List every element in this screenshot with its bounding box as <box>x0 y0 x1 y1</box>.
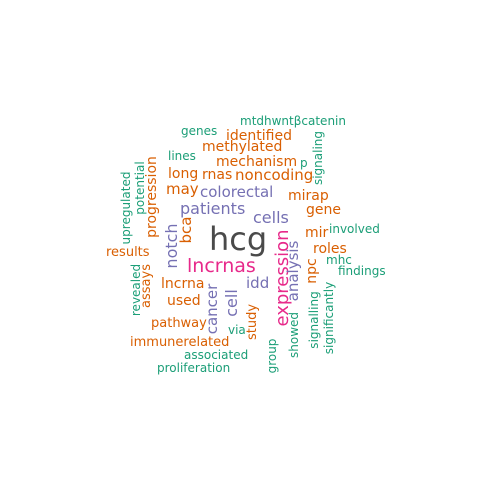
word-19: bca <box>177 217 195 244</box>
word-0: hcg <box>209 220 267 258</box>
word-11: noncoding <box>235 166 313 184</box>
word-36: signaling <box>311 131 325 185</box>
word-41: findings <box>338 264 386 278</box>
word-7: analysis <box>284 240 302 301</box>
word-18: progression <box>144 156 160 238</box>
word-10: idd <box>246 274 269 292</box>
word-45: proliferation <box>157 361 230 375</box>
word-49: significantly <box>322 282 336 354</box>
word-27: lncrna <box>161 276 204 292</box>
word-38: potential <box>133 161 147 214</box>
word-33: genes <box>181 124 217 138</box>
word-25: results <box>106 245 150 260</box>
word-30: immunerelated <box>130 335 229 350</box>
word-39: involved <box>329 222 380 236</box>
word-48: signalling <box>307 291 321 348</box>
word-44: associated <box>184 348 248 362</box>
word-22: mir <box>305 225 329 241</box>
word-31: study <box>245 304 260 340</box>
word-15: rnas <box>202 167 232 183</box>
word-35: p <box>300 156 308 170</box>
word-29: pathway <box>151 316 207 331</box>
word-14: identified <box>226 128 292 144</box>
word-21: gene <box>306 202 341 218</box>
word-6: notch <box>162 223 181 268</box>
word-13: methylated <box>202 139 282 155</box>
word-43: via <box>228 323 246 337</box>
word-3: patients <box>180 199 245 218</box>
word-12: mechanism <box>216 154 297 170</box>
word-17: may <box>166 180 199 198</box>
word-47: showed <box>287 312 301 358</box>
word-24: npc <box>304 258 320 283</box>
word-5: cells <box>253 208 289 227</box>
word-28: used <box>167 293 201 309</box>
word-26: assays <box>139 264 154 308</box>
word-34: lines <box>168 149 196 163</box>
word-8: cell <box>222 289 241 317</box>
word-2: expression <box>272 229 293 326</box>
word-9: cancer <box>203 283 221 334</box>
word-40: mhc <box>326 253 352 267</box>
word-16: long <box>168 166 198 182</box>
word-4: colorectal <box>200 183 273 201</box>
word-1: lncrnas <box>187 255 256 277</box>
word-42: revealed <box>129 264 143 316</box>
word-32: mtdhwntβcatenin <box>240 114 346 128</box>
word-23: roles <box>313 241 347 257</box>
word-37: upregulated <box>119 172 133 245</box>
word-20: mirap <box>288 188 329 204</box>
word-46: group <box>265 339 279 374</box>
